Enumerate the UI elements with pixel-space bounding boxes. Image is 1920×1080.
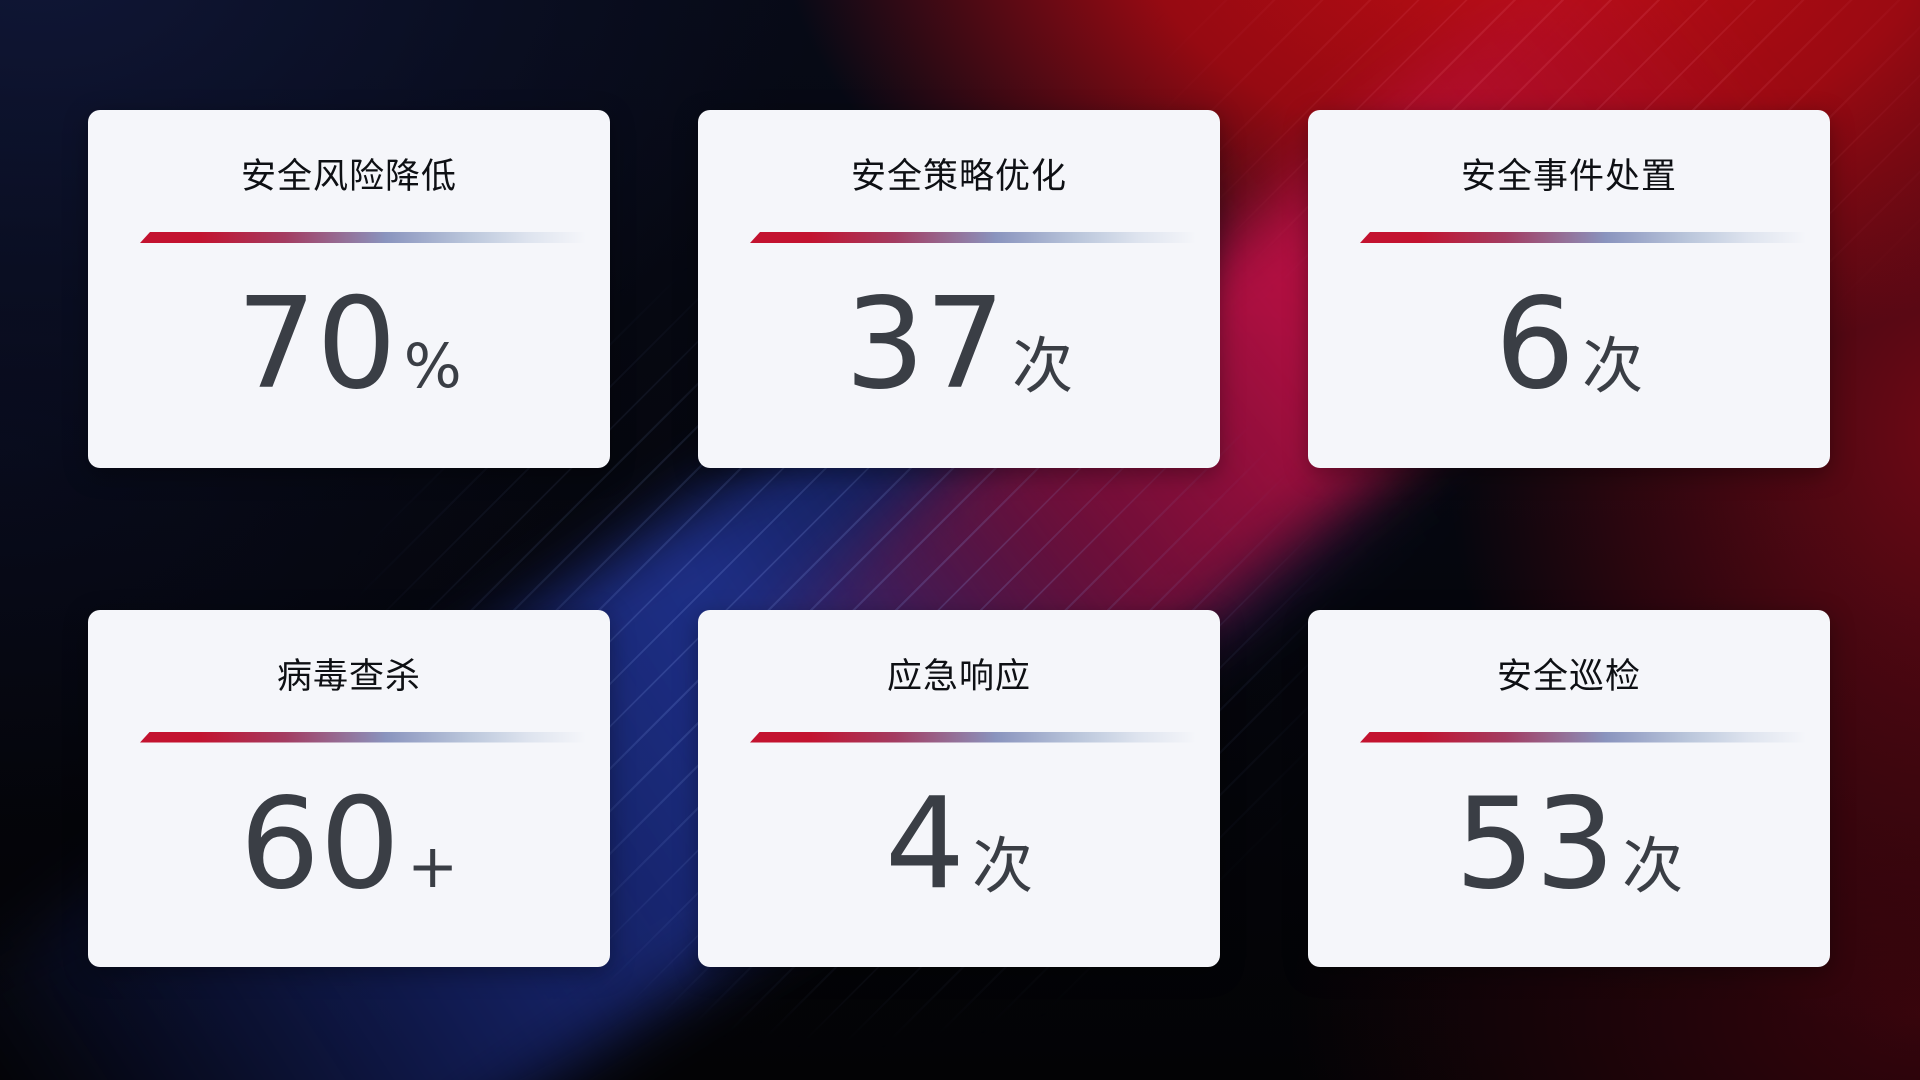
card-value: 60 (239, 769, 401, 917)
card-value-row: 70 % (236, 270, 462, 417)
card-value-row: 60 + (239, 769, 459, 917)
card-value: 37 (844, 270, 1006, 417)
card-value: 70 (236, 270, 397, 417)
card-title: 病毒查杀 (276, 656, 421, 696)
stat-card-policy-optimization: 安全策略优化 37 次 (698, 110, 1220, 468)
stat-card-risk-reduction: 安全风险降低 70 % (88, 110, 610, 468)
stat-card-security-inspection: 安全巡检 53 次 (1308, 609, 1830, 967)
stat-card-grid: 安全风险降低 70 % 安全策略优化 37 次 安全事件处置 6 次 病毒查 (88, 110, 1830, 967)
card-divider (140, 731, 595, 743)
card-title: 安全巡检 (1496, 656, 1641, 696)
card-value-suffix: 次 (1622, 830, 1684, 902)
card-value-suffix: % (403, 331, 462, 402)
card-title: 安全事件处置 (1460, 157, 1677, 196)
card-value-row: 6 次 (1494, 270, 1644, 417)
card-divider (1360, 232, 1815, 243)
card-divider (140, 232, 595, 243)
stat-card-virus-scan: 病毒查杀 60 + (88, 609, 610, 967)
stat-card-emergency-response: 应急响应 4 次 (698, 609, 1220, 967)
card-value-suffix: 次 (1012, 331, 1074, 402)
card-value: 6 (1494, 270, 1576, 417)
card-value-suffix: + (407, 830, 459, 902)
card-title: 安全策略优化 (850, 157, 1067, 196)
card-divider (1360, 731, 1815, 743)
card-value-row: 4 次 (884, 769, 1034, 917)
card-value: 4 (884, 769, 966, 917)
stat-card-incident-handling: 安全事件处置 6 次 (1308, 110, 1830, 468)
card-value-suffix: 次 (972, 830, 1034, 902)
card-title: 安全风险降低 (240, 157, 457, 196)
card-divider (750, 232, 1205, 243)
card-value-suffix: 次 (1582, 331, 1644, 402)
card-divider (750, 731, 1205, 743)
card-value: 53 (1454, 769, 1616, 917)
card-value-row: 53 次 (1454, 769, 1684, 917)
card-title: 应急响应 (886, 656, 1031, 696)
card-value-row: 37 次 (844, 270, 1074, 417)
